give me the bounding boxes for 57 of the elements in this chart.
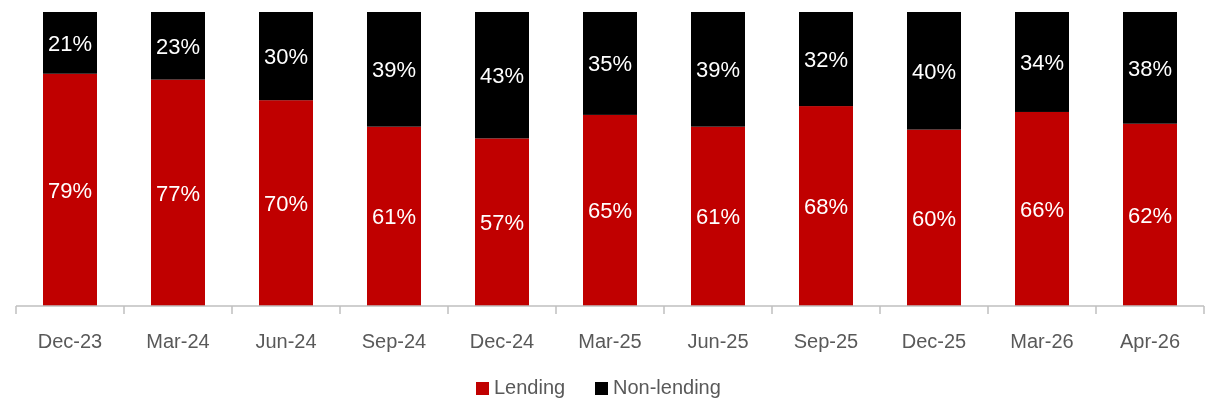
x-tick-label: Sep-24: [361, 330, 427, 352]
bar: [583, 114, 637, 306]
x-tick-label: Jun-25: [687, 330, 749, 352]
bar: [43, 73, 97, 306]
legend-label: Non-lending: [613, 376, 721, 398]
bar: [475, 12, 529, 139]
data-label: 38%: [1127, 55, 1173, 81]
data-label: 66%: [1019, 196, 1065, 222]
x-tick-label: Mar-24: [146, 330, 210, 352]
data-label: 40%: [911, 58, 957, 84]
x-tick-label: Sep-25: [793, 330, 859, 352]
bar: [1123, 12, 1177, 124]
data-label: 57%: [479, 209, 525, 235]
data-label: 79%: [47, 177, 93, 203]
bar: [367, 12, 421, 127]
data-label: 39%: [695, 57, 741, 83]
data-label: 65%: [587, 198, 633, 224]
legend-label: Lending: [494, 376, 566, 398]
data-label: 68%: [803, 193, 849, 219]
data-label: 35%: [587, 51, 633, 77]
x-tick-label: Dec-23: [37, 330, 103, 352]
bar: [259, 100, 313, 306]
data-label: 39%: [371, 57, 417, 83]
bar: [907, 12, 961, 130]
data-label: 21%: [47, 30, 93, 56]
x-tick-label: Apr-26: [1119, 330, 1181, 352]
x-tick-label: Dec-25: [901, 330, 967, 352]
bar: [1123, 123, 1177, 306]
bar: [1015, 111, 1069, 306]
data-label: 62%: [1127, 202, 1173, 228]
data-label: 61%: [371, 204, 417, 230]
data-label: 60%: [911, 205, 957, 231]
bar: [151, 12, 205, 80]
data-label: 43%: [479, 62, 525, 88]
bar: [583, 12, 637, 115]
bar: [691, 12, 745, 127]
data-label: 70%: [263, 190, 309, 216]
data-label: 77%: [155, 180, 201, 206]
bar: [475, 138, 529, 306]
x-tick-label: Dec-24: [469, 330, 535, 352]
data-label: 32%: [803, 46, 849, 72]
x-tick-label: Mar-26: [1010, 330, 1074, 352]
bar: [1015, 12, 1069, 112]
bar: [799, 106, 853, 306]
bar: [907, 129, 961, 306]
x-tick-label: Jun-24: [255, 330, 317, 352]
x-tick-label: Mar-25: [578, 330, 642, 352]
bar: [799, 12, 853, 107]
bar: [43, 12, 97, 74]
data-label: 30%: [263, 43, 309, 69]
data-label: 23%: [155, 33, 201, 59]
bar: [151, 79, 205, 306]
data-label: 61%: [695, 204, 741, 230]
bar: [691, 126, 745, 306]
bar: [367, 126, 421, 306]
data-label: 34%: [1019, 49, 1065, 75]
bar: [259, 12, 313, 101]
